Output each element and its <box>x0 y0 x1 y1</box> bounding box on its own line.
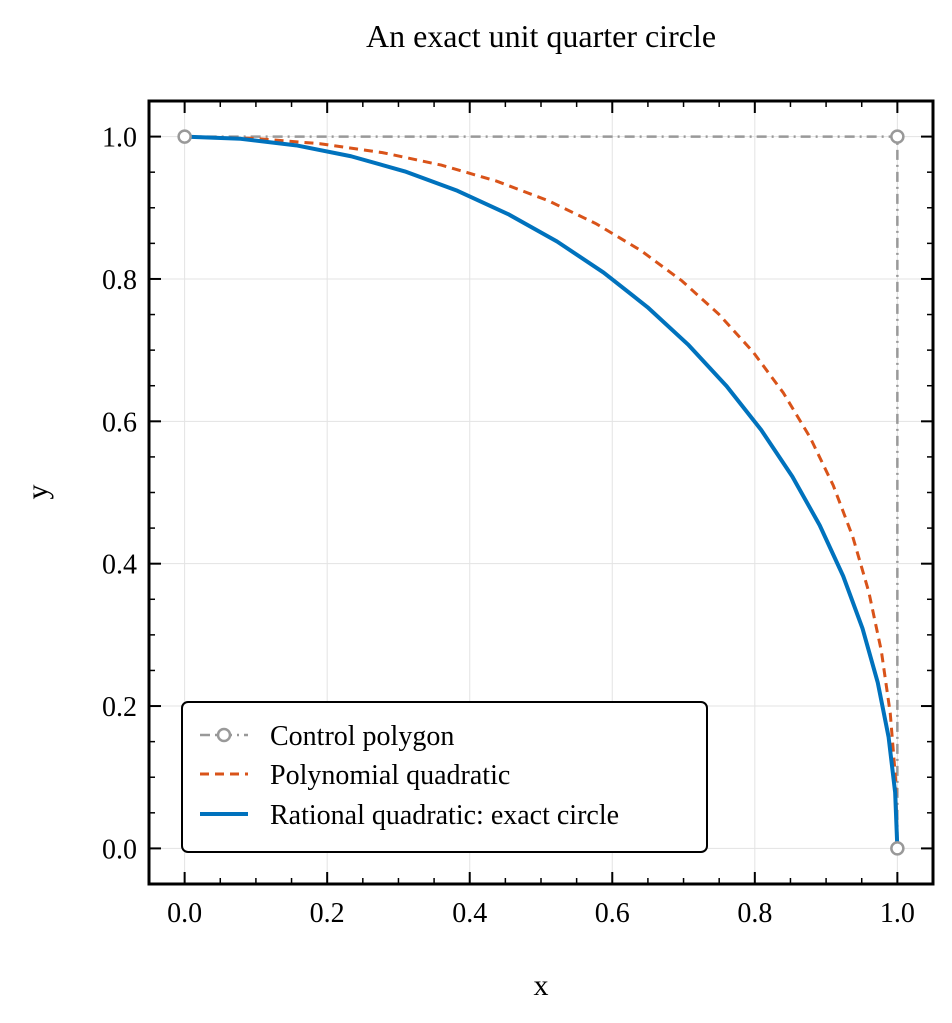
x-tick-label-3: 0.6 <box>595 898 630 929</box>
x-tick-label-5: 1.0 <box>880 898 915 929</box>
control-point-2 <box>890 841 905 856</box>
x-tick-label-4: 0.8 <box>737 898 772 929</box>
y-tick-label-4: 0.8 <box>102 265 137 296</box>
legend-label-rational-quadratic: Rational quadratic: exact circle <box>270 800 619 831</box>
control-point-1 <box>890 129 905 144</box>
control-point-0 <box>177 129 192 144</box>
legend-marker-control-polygon <box>216 727 232 743</box>
ticks: 0.0 0.2 0.4 0.6 0.8 1.0 0.0 0.2 0.4 0.6 0.8 1.0 <box>102 101 933 929</box>
y-tick-label-5: 1.0 <box>102 123 137 154</box>
x-tick-label-2: 0.4 <box>452 898 487 929</box>
legend: Control polygon Polynomial quadratic Rat… <box>181 701 708 853</box>
chart-title: An exact unit quarter circle <box>366 18 716 54</box>
x-tick-label-1: 0.2 <box>310 898 345 929</box>
x-tick-label-0: 0.0 <box>167 898 202 929</box>
y-tick-label-0: 0.0 <box>102 834 137 865</box>
y-tick-label-3: 0.6 <box>102 407 137 438</box>
legend-label-polynomial-quadratic: Polynomial quadratic <box>270 760 510 791</box>
series-layer <box>177 129 905 856</box>
y-tick-label-2: 0.4 <box>102 550 137 581</box>
y-axis-label: y <box>21 485 54 500</box>
y-tick-label-1: 0.2 <box>102 692 137 723</box>
x-axis-label: x <box>534 969 549 1002</box>
legend-box <box>181 701 708 853</box>
series-rational-quadratic <box>184 134 900 849</box>
legend-label-control-polygon: Control polygon <box>270 721 454 752</box>
series-polynomial-quadratic <box>184 135 899 849</box>
